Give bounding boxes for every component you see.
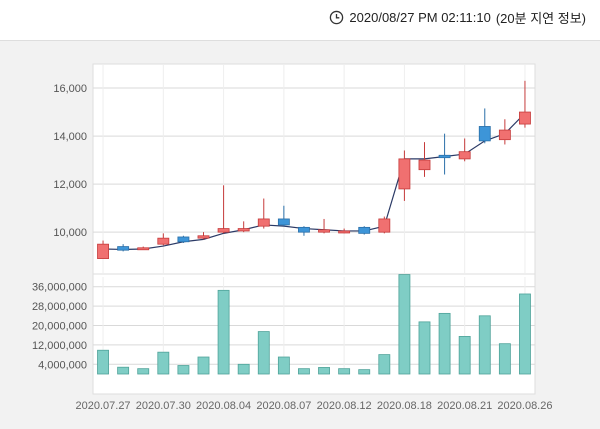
date-tick-label: 2020.08.21 [437,400,492,412]
candle-body [519,111,531,125]
header: 2020/08/27 PM 02:11:10 (20분 지연 정보) [0,0,600,36]
candle [197,232,210,240]
candle-body [458,151,471,160]
stock-chart: 10,000 12,000 14,000 16,000 4,000,000 12,000… [32,63,552,412]
candle [318,218,330,234]
volume-bar [478,315,491,375]
volume-bar [358,369,371,375]
candle [277,205,290,227]
candle-body [498,129,511,141]
candle-body [117,246,130,251]
delay-note: (20분 지연 정보) [495,11,586,26]
candle [418,142,431,177]
volume-bar [177,365,190,375]
date-tick-label: 2020.07.30 [136,400,191,412]
candle [237,221,250,233]
candle [157,233,170,246]
volume-bar [117,366,130,375]
candle-body [378,218,391,233]
date-tick-label: 2020.07.27 [76,400,131,412]
candle-body [237,228,250,232]
volume-bar [257,331,270,375]
volume-tick-label: 12,000,000 [32,340,87,352]
candle [117,244,130,252]
candle-body [318,229,330,233]
candle-body [438,154,451,159]
clock-icon [330,10,344,25]
candle-body [298,226,310,233]
volume-bar [438,312,451,375]
candle-body [338,230,351,234]
volume-bar [217,289,230,375]
candle [338,228,351,234]
candle-body [277,218,290,226]
date-tick-label: 2020.08.12 [317,400,372,412]
volume-tick-label: 28,000,000 [32,301,87,313]
volume-bar [298,368,310,375]
price-tick-label: 16,000 [53,83,87,95]
volume-bar [338,368,351,375]
price-tick-label: 10,000 [53,227,87,239]
volume-bar [137,368,150,375]
candle [217,185,230,234]
candle [257,198,270,229]
candle-body [197,235,210,239]
volume-bar [97,349,109,375]
volume-bar [398,274,411,375]
volume-tick-label: 36,000,000 [32,282,87,294]
volume-bar [157,351,170,375]
candle [298,226,310,236]
candle [358,226,371,235]
volume-bar [418,321,431,375]
volume-tick-label: 4,000,000 [38,359,87,371]
volume-bar [318,367,330,375]
price-plot-area [92,63,536,313]
volume-bar [237,363,250,375]
candle-body [358,226,371,234]
date-tick-label: 2020.08.07 [256,400,311,412]
volume-bar [277,356,290,375]
candle [478,108,491,144]
moving-average-line [103,112,526,251]
candle-body [257,218,270,227]
date-tick-label: 2020.08.18 [377,400,432,412]
timestamp-text: 2020/08/27 PM 02:11:10 [349,10,491,25]
volume-bar [458,336,471,375]
candle-body [217,228,230,233]
candle [398,150,411,201]
candle [498,119,511,145]
candle-body [478,126,491,142]
candle-body [177,236,190,243]
volume-bar [498,343,511,375]
candle-body [97,243,109,259]
volume-plot-area [92,273,536,395]
date-tick-label: 2020.08.26 [497,400,552,412]
chart-panel: 10,000 12,000 14,000 16,000 4,000,000 12,000… [0,40,600,429]
candle-body [398,158,411,190]
candle-body [137,247,150,251]
candle-body [418,159,431,171]
candle [378,216,391,234]
date-tick-label: 2020.08.04 [196,400,251,412]
price-tick-label: 14,000 [53,131,87,143]
volume-bar [197,356,210,375]
candle [519,80,531,128]
volume-bar [519,293,531,375]
price-tick-label: 12,000 [53,179,87,191]
volume-tick-label: 20,000,000 [32,321,87,333]
candle [137,246,150,251]
candle-body [157,237,170,245]
volume-bar [378,354,391,375]
candle [458,138,471,162]
candle [97,240,109,259]
candle [438,133,451,175]
candle [177,235,190,243]
timestamp-row: 2020/08/27 PM 02:11:10 (20분 지연 정보) [329,8,586,27]
